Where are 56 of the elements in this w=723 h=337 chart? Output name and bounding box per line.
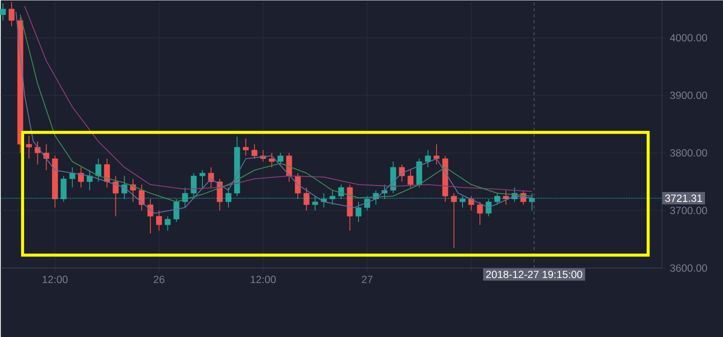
y-tick-label: 3900.00 [670, 92, 708, 100]
candlestick [164, 216, 171, 232]
candlestick [477, 201, 483, 226]
candlestick [104, 158, 110, 188]
candlestick [199, 170, 206, 188]
candlestick [268, 152, 275, 168]
candlestick [69, 166, 76, 188]
candlestick [0, 2, 6, 21]
candlestick [156, 210, 162, 232]
candlestick [121, 176, 128, 200]
candlestick [242, 138, 249, 156]
candlestick [486, 198, 492, 217]
candlestick [86, 170, 93, 191]
y-tick-label: 3700.00 [670, 206, 708, 214]
x-tick-label: 27 [362, 276, 372, 284]
candlestick [95, 158, 102, 182]
candlestick [60, 176, 67, 202]
candlestick [190, 172, 197, 196]
candlestick [364, 196, 370, 211]
candlestick [226, 187, 232, 208]
ref-line-label: 2018-12-27 19:15:00 [486, 270, 582, 278]
candlestick [138, 184, 145, 211]
candlestick [147, 198, 154, 234]
candlestick [252, 144, 258, 160]
x-tick-label: 26 [154, 276, 164, 284]
candlestick [408, 170, 414, 188]
candlestick [112, 176, 119, 217]
candlestick [460, 196, 466, 208]
x-tick-label: 12:00 [250, 276, 276, 284]
candlestick [529, 192, 535, 211]
ref-line-label: 3721.31 [665, 194, 702, 202]
y-tick-label: 4000.00 [670, 34, 708, 42]
candlestick [294, 172, 301, 200]
candlestick [304, 187, 310, 211]
candlestick [182, 187, 188, 208]
candlestick [450, 192, 457, 248]
candlestick [503, 190, 509, 206]
candlestick [312, 196, 318, 211]
x-tick-label: 12:00 [42, 276, 68, 284]
candlestick [278, 152, 284, 165]
candlestick [382, 184, 388, 200]
y-tick-label: 3800.00 [670, 149, 708, 157]
candlestick [424, 150, 431, 168]
candlestick [78, 166, 84, 188]
candlestick [434, 144, 440, 165]
candlestick [8, 2, 15, 27]
candlestick [286, 152, 292, 182]
candlestick [330, 190, 336, 206]
candlestick [356, 201, 362, 222]
candlestick [173, 198, 180, 222]
candlestick [468, 196, 474, 211]
candlestick [43, 144, 50, 171]
candlestick [416, 158, 422, 188]
candlestick [390, 161, 396, 194]
y-tick-label: 3600.00 [670, 264, 708, 272]
candlestick [26, 135, 32, 160]
